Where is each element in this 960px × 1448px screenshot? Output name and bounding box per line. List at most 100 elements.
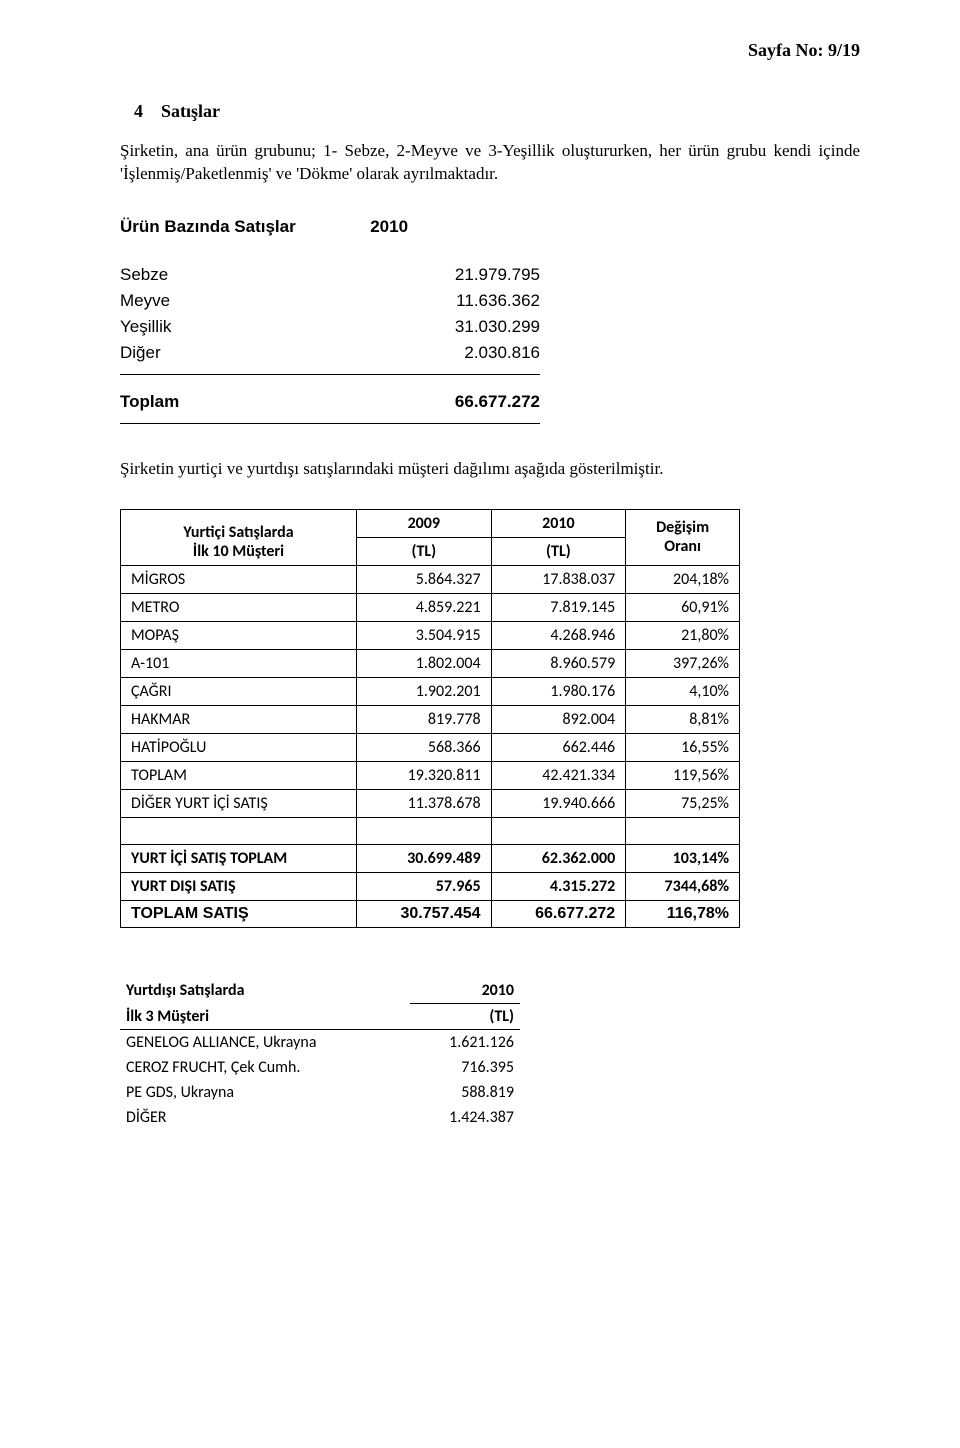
row-value: 2.030.816 [408, 340, 540, 366]
table1-year: 2010 [334, 214, 408, 240]
col-unit-1: (TL) [356, 537, 491, 565]
table1-title: Ürün Bazında Satışlar [120, 214, 334, 240]
row-value: 21.979.795 [408, 262, 540, 288]
row-label: MOPAŞ [121, 621, 357, 649]
foreign-customers-table: Yurtdışı Satışlarda 2010 İlk 3 Müşteri (… [120, 978, 520, 1130]
row-label: TOPLAM [121, 761, 357, 789]
row-value: 62.362.000 [491, 844, 626, 872]
row-label: Sebze [120, 262, 334, 288]
row-value: 1.621.126 [410, 1029, 520, 1055]
table-row: TOPLAM19.320.81142.421.334119,56% [121, 761, 740, 789]
row-value: 30.699.489 [356, 844, 491, 872]
row-value: 716.395 [410, 1055, 520, 1080]
col-change-line2: Oranı [636, 537, 729, 556]
row-label: A-101 [121, 649, 357, 677]
hdr-left-line2: İlk 10 Müşteri [131, 542, 346, 561]
row-label: Yeşillik [120, 314, 334, 340]
table-row: ÇAĞRI1.902.2011.980.1764,10% [121, 677, 740, 705]
row-value: 17.838.037 [491, 565, 626, 593]
table-row: HATİPOĞLU568.366662.44616,55% [121, 733, 740, 761]
table-row: METRO4.859.2217.819.14560,91% [121, 593, 740, 621]
row-pct: 204,18% [626, 565, 740, 593]
row-value: 4.315.272 [491, 872, 626, 900]
row-value: 1.902.201 [356, 677, 491, 705]
row-value: 4.268.946 [491, 621, 626, 649]
table-row: Sebze 21.979.795 [120, 262, 540, 288]
row-value: 11.378.678 [356, 789, 491, 817]
page-container: Sayfa No: 9/19 4 Satışlar Şirketin, ana … [0, 0, 960, 1448]
row-pct: 60,91% [626, 593, 740, 621]
page-header: Sayfa No: 9/19 [120, 40, 860, 61]
row-label: YURT İÇİ SATIŞ TOPLAM [121, 844, 357, 872]
row-value: 892.004 [491, 705, 626, 733]
table-row: Ürün Bazında Satışlar 2010 [120, 214, 540, 240]
row-value: 1.980.176 [491, 677, 626, 705]
row-label: Diğer [120, 340, 334, 366]
table-row: YURT DIŞI SATIŞ57.9654.315.2727344,68% [121, 872, 740, 900]
section-title: Satışlar [161, 101, 220, 121]
row-label: GENELOG ALLIANCE, Ukrayna [120, 1029, 410, 1055]
row-value: 1.424.387 [410, 1105, 520, 1130]
mid-paragraph: Şirketin yurtiçi ve yurtdışı satışlarınd… [120, 458, 860, 481]
row-label: DİĞER [120, 1105, 410, 1130]
hdr-left-line2: İlk 3 Müşteri [120, 1003, 410, 1029]
divider [120, 374, 540, 375]
row-value: 57.965 [356, 872, 491, 900]
row-pct: 119,56% [626, 761, 740, 789]
row-value: 42.421.334 [491, 761, 626, 789]
table3-unit: (TL) [410, 1003, 520, 1029]
product-sales-total: Toplam 66.677.272 [120, 389, 540, 415]
row-value: 662.446 [491, 733, 626, 761]
table-row: PE GDS, Ukrayna 588.819 [120, 1080, 520, 1105]
table-row: Toplam 66.677.272 [120, 389, 540, 415]
row-value: 66.677.272 [491, 900, 626, 927]
row-pct: 75,25% [626, 789, 740, 817]
row-label: HATİPOĞLU [121, 733, 357, 761]
table-row: Diğer 2.030.816 [120, 340, 540, 366]
table-row: YURT İÇİ SATIŞ TOPLAM30.699.48962.362.00… [121, 844, 740, 872]
table-row: TOPLAM SATIŞ30.757.45466.677.272116,78% [121, 900, 740, 927]
customer-distribution-table: Yurtiçi Satışlarda İlk 10 Müşteri 2009 2… [120, 509, 740, 928]
product-sales-table: Ürün Bazında Satışlar 2010 Sebze 21.979.… [120, 214, 540, 366]
row-label: YURT DIŞI SATIŞ [121, 872, 357, 900]
row-pct: 16,55% [626, 733, 740, 761]
row-value: 31.030.299 [408, 314, 540, 340]
row-value: 8.960.579 [491, 649, 626, 677]
table-row: Meyve 11.636.362 [120, 288, 540, 314]
col-unit-2: (TL) [491, 537, 626, 565]
row-value: 19.940.666 [491, 789, 626, 817]
table-header-row: İlk 3 Müşteri (TL) [120, 1003, 520, 1029]
col-change-line1: Değişim [636, 518, 729, 537]
divider [120, 423, 540, 424]
row-pct: 4,10% [626, 677, 740, 705]
row-value: 19.320.811 [356, 761, 491, 789]
row-value: 588.819 [410, 1080, 520, 1105]
total-label: Toplam [120, 389, 337, 415]
table3-year: 2010 [410, 978, 520, 1004]
row-value: 3.504.915 [356, 621, 491, 649]
intro-paragraph: Şirketin, ana ürün grubunu; 1- Sebze, 2-… [120, 140, 860, 186]
row-label: HAKMAR [121, 705, 357, 733]
row-pct: 397,26% [626, 649, 740, 677]
row-value: 568.366 [356, 733, 491, 761]
table-header-row: Yurtdışı Satışlarda 2010 [120, 978, 520, 1004]
row-label: PE GDS, Ukrayna [120, 1080, 410, 1105]
table-row: Yeşillik 31.030.299 [120, 314, 540, 340]
col-year-2009: 2009 [356, 509, 491, 537]
section-number: 4 [134, 101, 143, 121]
table-row: HAKMAR819.778892.0048,81% [121, 705, 740, 733]
row-value: 1.802.004 [356, 649, 491, 677]
hdr-left-line1: Yurtiçi Satışlarda [131, 523, 346, 542]
table-spacer-row [121, 817, 740, 844]
row-value: 819.778 [356, 705, 491, 733]
row-value: 4.859.221 [356, 593, 491, 621]
table-header-row: Yurtiçi Satışlarda İlk 10 Müşteri 2009 2… [121, 509, 740, 537]
row-label: TOPLAM SATIŞ [121, 900, 357, 927]
row-pct: 7344,68% [626, 872, 740, 900]
table-row: MİGROS5.864.32717.838.037204,18% [121, 565, 740, 593]
row-label: ÇAĞRI [121, 677, 357, 705]
row-label: DİĞER YURT İÇİ SATIŞ [121, 789, 357, 817]
table-row: DİĞER YURT İÇİ SATIŞ11.378.67819.940.666… [121, 789, 740, 817]
table-row [120, 240, 540, 262]
table-row: DİĞER 1.424.387 [120, 1105, 520, 1130]
